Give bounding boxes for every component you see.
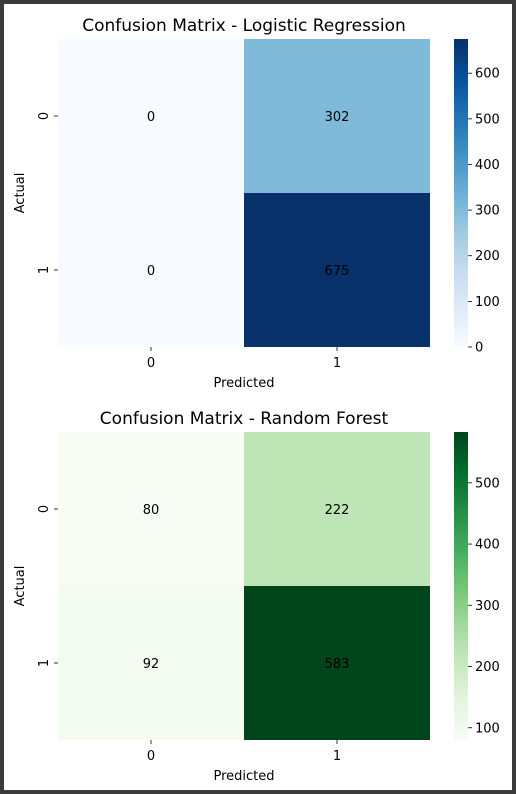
y-tick-label: 0	[37, 112, 52, 120]
y-tick-label: 1	[37, 659, 52, 667]
x-tick-label: 1	[333, 749, 341, 764]
colorbar	[454, 39, 468, 347]
colorbar-tick-label: 200	[475, 249, 500, 264]
cell-value-label: 80	[143, 503, 160, 518]
heatmap-cell	[58, 586, 244, 740]
colorbar-tick-label: 600	[475, 67, 500, 82]
cell-value-label: 0	[147, 110, 155, 125]
colorbar-tick-label: 0	[475, 341, 483, 356]
colorbar-tick-label: 300	[475, 599, 500, 614]
chart-title: Confusion Matrix - Logistic Regression	[82, 16, 406, 36]
cell-value-label: 0	[147, 264, 155, 279]
colorbar-tick-label: 300	[475, 204, 500, 219]
y-axis-label: Actual	[13, 173, 28, 214]
colorbar-tick-label: 200	[475, 660, 500, 675]
colorbar-tick-label: 500	[475, 112, 500, 127]
heatmap-cell	[244, 39, 430, 193]
heatmap-cell	[244, 586, 430, 740]
heatmap-cell	[58, 193, 244, 347]
heatmap-cell	[244, 432, 430, 586]
cell-value-label: 222	[325, 503, 350, 518]
x-axis-label: Predicted	[213, 376, 274, 391]
y-axis-label: Actual	[13, 566, 28, 607]
cell-value-label: 92	[143, 657, 160, 672]
x-tick-label: 0	[147, 356, 155, 371]
chart-title: Confusion Matrix - Random Forest	[100, 409, 389, 429]
colorbar-tick-label: 100	[475, 721, 500, 736]
figure-canvas: Confusion Matrix - Logistic Regression 0 3…	[13, 16, 500, 784]
figure-frame: Confusion Matrix - Logistic Regression 0 3…	[4, 4, 512, 790]
colorbar-tick-label: 100	[475, 295, 500, 310]
colorbar	[454, 432, 468, 740]
cell-value-label: 302	[325, 110, 350, 125]
y-tick-label: 0	[37, 505, 52, 513]
colorbar-tick-label: 500	[475, 476, 500, 491]
cell-value-label: 675	[325, 264, 350, 279]
colorbar-tick-label: 400	[475, 538, 500, 553]
heatmap-cell	[244, 193, 430, 347]
heatmap-cell	[58, 39, 244, 193]
y-tick-label: 1	[37, 266, 52, 274]
cell-value-label: 583	[325, 657, 350, 672]
x-tick-label: 1	[333, 356, 341, 371]
x-axis-label: Predicted	[213, 769, 274, 784]
colorbar-tick-label: 400	[475, 158, 500, 173]
heatmap-cell	[58, 432, 244, 586]
x-tick-label: 0	[147, 749, 155, 764]
